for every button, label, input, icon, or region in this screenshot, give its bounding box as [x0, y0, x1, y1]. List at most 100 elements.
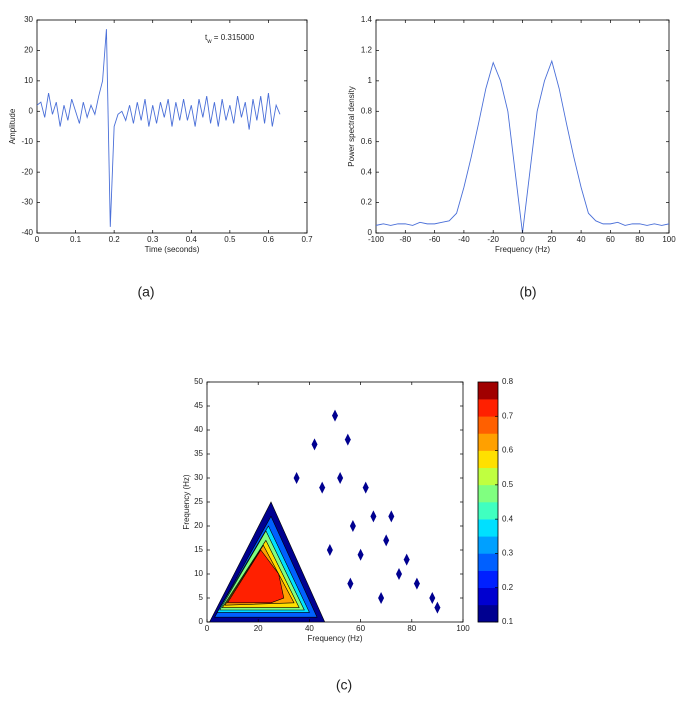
annotation-text: = 0.315000: [212, 33, 255, 42]
plot-content: [376, 59, 669, 233]
x-axis-label: Frequency (Hz): [495, 245, 550, 254]
contour-spot: [332, 409, 338, 422]
y-tick-label: 1.4: [361, 15, 373, 24]
colorbar-bin: [478, 536, 498, 554]
colorbar-bin: [478, 399, 498, 417]
x-axis-label: Frequency (Hz): [307, 634, 362, 643]
contour-spot: [357, 548, 364, 561]
x-tick-label: 100: [662, 235, 676, 244]
caption: (b): [519, 284, 536, 300]
y-tick-label: 0.6: [361, 137, 373, 146]
colorbar-bin: [478, 502, 498, 520]
x-tick-label: 20: [254, 624, 263, 633]
y-axis-label: Frequency (Hz): [182, 474, 191, 529]
colorbar-tick-label: 0.8: [502, 377, 514, 386]
contour-spot: [319, 481, 326, 494]
x-tick-label: 0.7: [301, 235, 313, 244]
y-tick-label: -40: [21, 228, 33, 237]
y-tick-label: 45: [194, 401, 203, 410]
x-tick-label: 0: [520, 235, 525, 244]
x-tick-label: -60: [429, 235, 441, 244]
x-tick-label: 0.3: [147, 235, 159, 244]
y-tick-label: 0.2: [361, 198, 373, 207]
y-tick-label: 0.4: [361, 167, 373, 176]
colorbar-tick-label: 0.1: [502, 617, 514, 626]
colorbar-bin: [478, 467, 498, 486]
x-tick-label: 40: [577, 235, 586, 244]
y-tick-label: 1.2: [361, 46, 373, 55]
colorbar-bin: [478, 604, 498, 623]
x-axis-label: Time (seconds): [145, 245, 200, 254]
x-tick-label: 0.5: [224, 235, 236, 244]
y-tick-label: 0: [199, 617, 204, 626]
plot-content: [209, 409, 441, 622]
caption: (c): [336, 677, 352, 693]
y-tick-label: 35: [194, 449, 203, 458]
y-tick-label: -20: [21, 167, 33, 176]
x-tick-label: -20: [487, 235, 499, 244]
colorbar-bin: [478, 382, 498, 400]
colorbar-bin: [478, 570, 498, 589]
colorbar-tick-label: 0.4: [502, 514, 514, 523]
x-tick-label: 0.1: [70, 235, 82, 244]
y-tick-label: 50: [194, 377, 203, 386]
contour-spot: [388, 510, 395, 523]
x-tick-label: -40: [458, 235, 470, 244]
colorbar-tick-label: 0.2: [502, 583, 514, 592]
plot-area: [375, 19, 670, 234]
y-tick-label: -30: [21, 198, 33, 207]
x-tick-label: -80: [400, 235, 412, 244]
contour-spot: [349, 520, 356, 532]
y-tick-label: 15: [194, 545, 203, 554]
contour-spot: [344, 433, 351, 446]
x-tick-label: 80: [635, 235, 644, 244]
colorbar-bin: [478, 484, 498, 503]
plot-content: [37, 29, 281, 227]
contour-region: [226, 549, 285, 604]
line: [37, 29, 281, 227]
colorbar-bin: [478, 553, 498, 571]
x-tick-label: 0: [205, 624, 210, 633]
annotation: tw = 0.315000: [205, 33, 255, 44]
y-tick-label: 20: [194, 521, 203, 530]
y-tick-label: 30: [194, 473, 203, 482]
contour-spot: [434, 601, 441, 614]
contour-spot: [383, 534, 390, 547]
y-tick-label: 30: [24, 15, 33, 24]
y-tick-label: 0.8: [361, 106, 373, 115]
colorbar-bin: [478, 433, 498, 451]
contour-spot: [362, 481, 369, 494]
contour-spot: [293, 472, 300, 484]
contour-spot: [413, 577, 420, 590]
colorbar-frame: [477, 381, 499, 623]
y-tick-label: 40: [194, 425, 203, 434]
contour-spot: [378, 592, 385, 604]
x-tick-label: 80: [407, 624, 416, 633]
y-tick-label: 10: [194, 569, 203, 578]
colorbar-tick-label: 0.5: [502, 480, 514, 489]
contour-spot: [403, 553, 410, 566]
colorbar-bin: [478, 450, 498, 469]
colorbar-bin: [478, 519, 498, 537]
contour-spot: [337, 472, 344, 484]
y-tick-label: -10: [21, 137, 33, 146]
x-tick-label: 0.6: [263, 235, 275, 244]
contour-spot: [370, 510, 377, 523]
x-tick-label: 40: [305, 624, 314, 633]
caption: (a): [137, 284, 154, 300]
y-tick-label: 0: [368, 228, 373, 237]
y-tick-label: 5: [199, 593, 204, 602]
y-tick-label: 1: [368, 76, 373, 85]
x-tick-label: 60: [356, 624, 365, 633]
y-tick-label: 25: [194, 497, 203, 506]
y-axis-label: Power spectral density: [347, 86, 356, 166]
x-tick-label: 0: [35, 235, 40, 244]
annotation-base: t: [205, 33, 208, 42]
x-tick-label: 100: [456, 624, 470, 633]
annotation-sub: w: [206, 39, 212, 45]
colorbar-bin: [478, 416, 498, 434]
contour-spot: [396, 568, 402, 580]
contour-spot: [326, 544, 333, 556]
